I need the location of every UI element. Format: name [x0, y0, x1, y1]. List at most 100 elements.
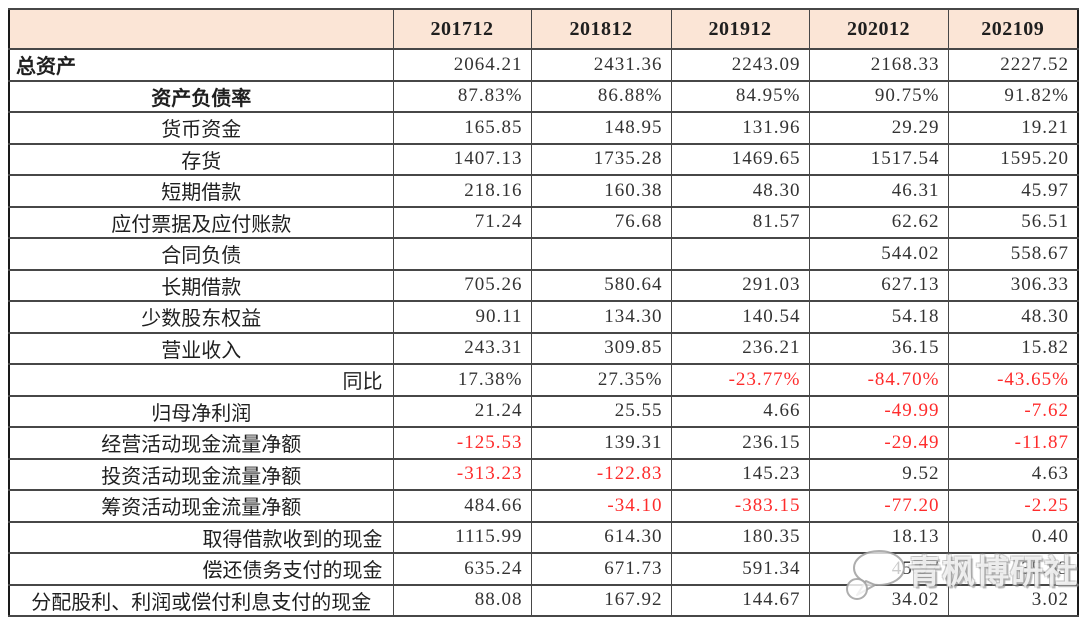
value-cell: 627.13 — [808, 268, 949, 302]
value-cell: 45.97 — [808, 552, 949, 586]
row-label: 应付票据及应付账款 — [8, 205, 394, 239]
value-cell: 580.64 — [530, 268, 672, 302]
value-cell: 144.67 — [670, 583, 810, 617]
value-cell: 4.63 — [947, 457, 1079, 491]
value-cell: 2243.09 — [670, 48, 810, 82]
corner-header-cell — [8, 8, 394, 50]
value-cell: -23.77% — [670, 363, 810, 397]
row-label: 同比 — [8, 363, 394, 397]
value-cell: -43.65% — [947, 363, 1079, 397]
value-cell: 81.57 — [670, 205, 810, 239]
value-cell — [392, 237, 532, 271]
table-row: 总资产 2064.21 2431.36 2243.09 2168.33 2227.52 — [8, 48, 1079, 82]
row-label: 少数股东权益 — [8, 300, 394, 334]
value-cell: 62.62 — [808, 205, 949, 239]
value-cell: 134.30 — [530, 300, 672, 334]
row-label: 短期借款 — [8, 174, 394, 208]
year-column-header: 202109 — [947, 8, 1079, 50]
value-cell: 21.24 — [392, 394, 532, 428]
value-cell: 484.66 — [392, 489, 532, 523]
value-cell: 0.40 — [947, 520, 1079, 554]
value-cell: 614.30 — [530, 520, 672, 554]
value-cell: -77.20 — [808, 489, 949, 523]
row-label: 总资产 — [8, 48, 394, 82]
value-cell: 54.18 — [808, 300, 949, 334]
row-label: 营业收入 — [8, 331, 394, 365]
value-cell: 76.68 — [530, 205, 672, 239]
value-cell: 87.83% — [392, 79, 532, 113]
table-row: 合同负债 544.02 558.67 — [8, 237, 1079, 271]
table-row: 存货 1407.13 1735.28 1469.65 1517.54 1595.20 — [8, 142, 1079, 176]
value-cell: 2431.36 — [530, 48, 672, 82]
value-cell: 88.08 — [392, 583, 532, 617]
value-cell: 1735.28 — [530, 142, 672, 176]
table-row: 营业收入 243.31 309.85 236.21 36.15 15.82 — [8, 331, 1079, 365]
value-cell: -49.99 — [808, 394, 949, 428]
value-cell: 34.02 — [808, 583, 949, 617]
value-cell: -122.83 — [530, 457, 672, 491]
table-row: 资产负债率 87.83% 86.88% 84.95% 90.75% 91.82% — [8, 79, 1079, 113]
value-cell: 1595.20 — [947, 142, 1079, 176]
value-cell: -29.49 — [808, 426, 949, 460]
value-cell: 160.38 — [530, 174, 672, 208]
value-cell: 591.34 — [670, 552, 810, 586]
value-cell: 2168.33 — [808, 48, 949, 82]
year-column-header: 201912 — [670, 8, 810, 50]
value-cell: 19.21 — [947, 111, 1079, 145]
table-row: 偿还债务支付的现金 635.24 671.73 591.34 45.97 35.53 — [8, 552, 1079, 586]
value-cell: 544.02 — [808, 237, 949, 271]
year-column-header: 202012 — [808, 8, 949, 50]
header-row: 201712 201812 201912 202012 202109 — [8, 8, 1079, 50]
value-cell: 218.16 — [392, 174, 532, 208]
value-cell: -383.15 — [670, 489, 810, 523]
table-header: 201712 201812 201912 202012 202109 — [8, 8, 1079, 50]
value-cell: 291.03 — [670, 268, 810, 302]
value-cell: 167.92 — [530, 583, 672, 617]
value-cell: 15.82 — [947, 331, 1079, 365]
row-label: 取得借款收到的现金 — [8, 520, 394, 554]
row-label: 长期借款 — [8, 268, 394, 302]
value-cell: 35.53 — [947, 552, 1079, 586]
value-cell: 306.33 — [947, 268, 1079, 302]
financial-table-container: 201712 201812 201912 202012 202109 总资产 20… — [8, 8, 1079, 617]
table-body: 总资产 2064.21 2431.36 2243.09 2168.33 2227.52 资产… — [8, 48, 1079, 617]
value-cell: 1115.99 — [392, 520, 532, 554]
value-cell: 56.51 — [947, 205, 1079, 239]
value-cell: 2227.52 — [947, 48, 1079, 82]
financial-table: 201712 201812 201912 202012 202109 总资产 20… — [8, 8, 1079, 617]
value-cell: 86.88% — [530, 79, 672, 113]
value-cell: -34.10 — [530, 489, 672, 523]
value-cell: 91.82% — [947, 79, 1079, 113]
year-column-header: 201812 — [530, 8, 672, 50]
value-cell: 9.52 — [808, 457, 949, 491]
value-cell: 236.15 — [670, 426, 810, 460]
value-cell: -125.53 — [392, 426, 532, 460]
value-cell: -7.62 — [947, 394, 1079, 428]
value-cell: 29.29 — [808, 111, 949, 145]
value-cell: 139.31 — [530, 426, 672, 460]
value-cell — [670, 237, 810, 271]
value-cell: 309.85 — [530, 331, 672, 365]
value-cell: 140.54 — [670, 300, 810, 334]
value-cell: -313.23 — [392, 457, 532, 491]
row-label: 货币资金 — [8, 111, 394, 145]
value-cell: 236.21 — [670, 331, 810, 365]
value-cell: 705.26 — [392, 268, 532, 302]
value-cell: 36.15 — [808, 331, 949, 365]
value-cell: 71.24 — [392, 205, 532, 239]
table-row: 短期借款 218.16 160.38 48.30 46.31 45.97 — [8, 174, 1079, 208]
row-label: 资产负债率 — [8, 79, 394, 113]
value-cell: 165.85 — [392, 111, 532, 145]
row-label: 经营活动现金流量净额 — [8, 426, 394, 460]
table-row: 取得借款收到的现金 1115.99 614.30 180.35 18.13 0.40 — [8, 520, 1079, 554]
value-cell: 4.66 — [670, 394, 810, 428]
value-cell: 46.31 — [808, 174, 949, 208]
value-cell: 148.95 — [530, 111, 672, 145]
value-cell: 25.55 — [530, 394, 672, 428]
value-cell: 17.38% — [392, 363, 532, 397]
table-row: 经营活动现金流量净额 -125.53 139.31 236.15 -29.49 -11.8… — [8, 426, 1079, 460]
row-label: 分配股利、利润或偿付利息支付的现金 — [8, 583, 394, 617]
table-row: 应付票据及应付账款 71.24 76.68 81.57 62.62 56.51 — [8, 205, 1079, 239]
value-cell: 558.67 — [947, 237, 1079, 271]
value-cell: 1407.13 — [392, 142, 532, 176]
